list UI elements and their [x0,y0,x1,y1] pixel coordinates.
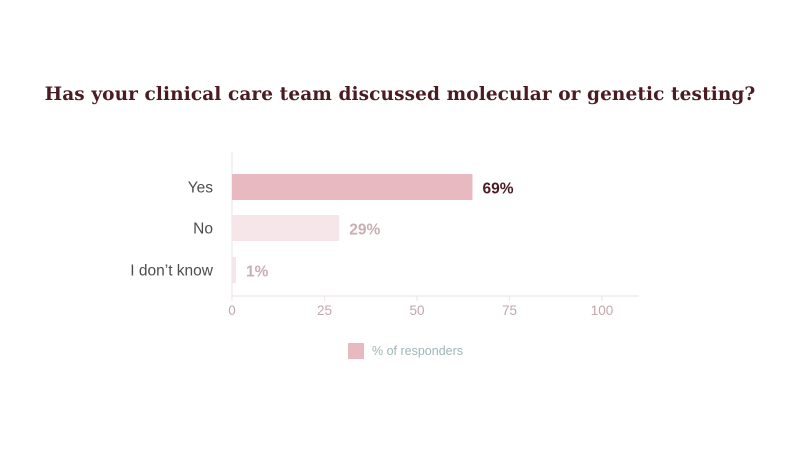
x-tick-label: 50 [409,303,424,318]
data-label: 69% [483,181,514,198]
category-label: Yes [188,180,214,197]
category-labels: Yes No I don’t know [130,180,214,280]
bar [232,174,473,200]
category-label: I don’t know [130,263,214,280]
x-tick-label: 75 [502,303,517,318]
x-tick-label: 0 [228,303,236,318]
bar [232,215,340,241]
data-label: 1% [246,264,269,281]
bar [232,257,236,283]
chart-title: Has your clinical care team discussed mo… [44,84,756,105]
chart-bars [232,174,473,283]
value-labels: 69% 29% 1% [246,181,514,281]
x-axis-ticks: 0 25 50 75 100 [228,296,613,318]
category-label: No [193,221,213,238]
data-label: 29% [349,222,380,239]
legend-swatch [348,343,364,359]
legend-label: % of responders [372,344,464,358]
legend: % of responders [348,343,463,359]
x-tick-label: 25 [317,303,332,318]
x-tick-label: 100 [591,303,614,318]
